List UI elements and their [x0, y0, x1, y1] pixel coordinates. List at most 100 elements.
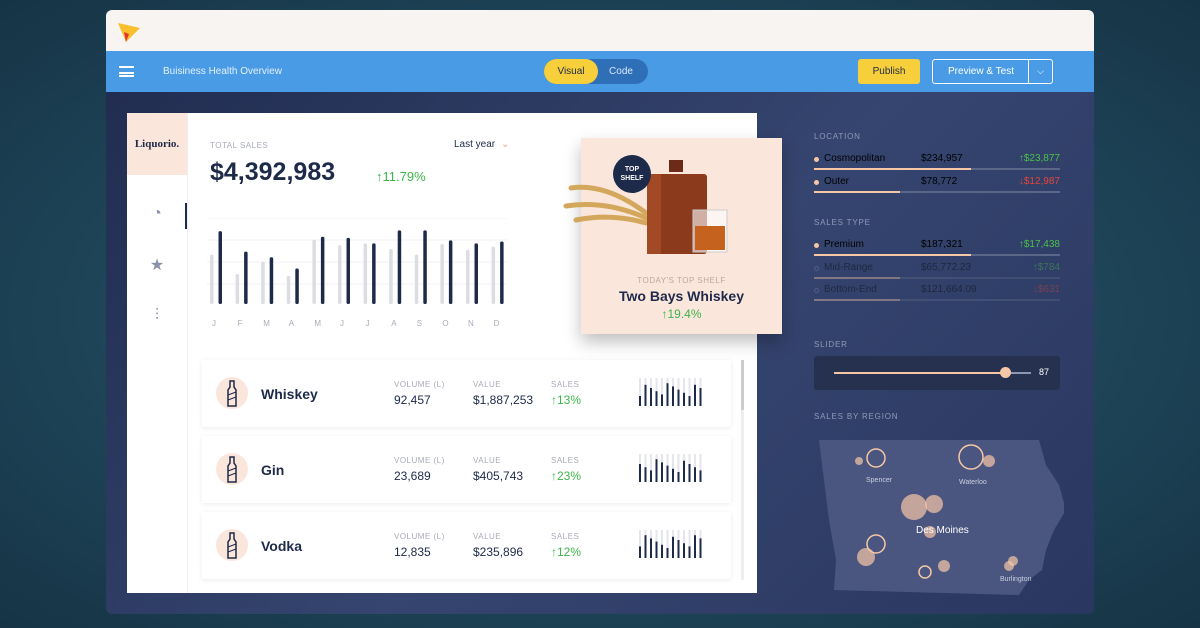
sales-change: ↑12% [551, 545, 582, 559]
scrollbar[interactable] [741, 360, 744, 580]
x-tick-label: M [263, 319, 270, 328]
sales-label: SALES [551, 456, 580, 465]
bar-current [448, 240, 453, 304]
spark-bar [639, 464, 641, 482]
region-bubble [866, 534, 886, 554]
x-tick-label: F [238, 319, 243, 328]
dashboard-card: Liquorio. ◔ ★ ⫶ TOTAL SALES $4,392,983 ↑… [127, 113, 782, 593]
slider-track[interactable] [834, 367, 1031, 378]
product-row[interactable]: Gin VOLUME (L) 23,689 VALUE $405,743 SALES… [202, 436, 731, 503]
bar-previous [491, 246, 496, 304]
sales-col: SALES ↑23% [551, 456, 581, 483]
region-bubble [857, 548, 875, 566]
product-name: Gin [261, 462, 285, 478]
spark-bar [694, 384, 696, 406]
preview-button[interactable]: Preview & Test ⌵ [932, 59, 1053, 84]
publish-button[interactable]: Publish [858, 59, 920, 84]
progress-track [814, 276, 1060, 279]
item-change: ↑$17,438 [1018, 239, 1060, 250]
bar-previous [286, 275, 291, 304]
product-row[interactable]: Vodka VOLUME (L) 12,835 VALUE $235,896 SAL… [202, 512, 731, 579]
slider[interactable]: 87 [814, 356, 1060, 390]
spark-bar [699, 470, 702, 482]
top-shelf-kicker: TODAY'S TOP SHELF [637, 276, 726, 285]
value-amount: $235,896 [473, 545, 524, 559]
spark-bar [661, 462, 663, 482]
spark-bar [655, 459, 658, 482]
progress-fill [814, 276, 901, 279]
sales_type-item[interactable]: Bottom-End $121,664.09 ↓$631 [814, 284, 1060, 306]
spark-bg [683, 378, 685, 406]
wheat-image [563, 184, 649, 226]
spark-bar [661, 394, 663, 406]
location-item[interactable]: Outer $78,772 ↓$12,987 [814, 176, 1060, 198]
value-col: VALUE $405,743 [473, 456, 523, 483]
top-shelf-card[interactable]: TOP SHELF TODAY'S TOP SHELF Two Bays Whi… [563, 138, 782, 334]
spark-bar [650, 388, 652, 406]
spark-bg [661, 530, 663, 558]
region-bubble [958, 444, 984, 470]
location-item[interactable]: Cosmopolitan $234,957 ↑$23,877 [814, 153, 1060, 175]
app-logo-icon [118, 23, 140, 42]
spark-bar [672, 468, 674, 482]
chevron-down-icon: ⌄ [501, 139, 510, 150]
view-toggle[interactable]: Code Visual [544, 59, 648, 84]
period-select[interactable]: Last year ⌄ [454, 139, 510, 150]
sales-col: SALES ↑12% [551, 532, 581, 559]
spark-bar [688, 546, 691, 558]
total-sales-value: $4,392,983 [210, 158, 336, 186]
period-value[interactable]: Last year [454, 139, 496, 150]
spark-bar [677, 389, 680, 406]
volume-label: VOLUME (L) [394, 456, 445, 465]
bar-current [372, 243, 376, 304]
bullet-icon [814, 179, 819, 185]
toolbar: Buisiness Health Overview Code Visual Pu… [106, 51, 1094, 92]
item-value: $121,664.09 [921, 284, 977, 295]
bar-previous [261, 261, 265, 304]
bar-current [474, 243, 478, 304]
value-amount: $405,743 [473, 469, 524, 483]
x-tick-label: D [494, 319, 500, 328]
spark-bar [639, 396, 641, 406]
bar-current [244, 251, 248, 304]
item-name: Mid-Range [824, 261, 873, 273]
item-value: $187,321 [921, 239, 963, 250]
item-value: $65,772.23 [921, 261, 972, 273]
bar-previous [235, 274, 240, 304]
tab-code[interactable]: Code [609, 66, 633, 77]
gauge-icon[interactable]: ◔ [152, 205, 162, 222]
menu-icon[interactable] [119, 66, 134, 77]
item-name: Outer [824, 175, 850, 187]
product-name: Whiskey [261, 386, 318, 402]
value-label: VALUE [473, 456, 502, 465]
sparkline [639, 454, 702, 482]
value-col: VALUE $235,896 [473, 532, 523, 559]
sales_type-label: SALES TYPE [814, 218, 871, 227]
spark-bar [650, 470, 652, 482]
value-label: VALUE [473, 380, 502, 389]
region-label: SALES BY REGION [814, 412, 899, 421]
sparkline [639, 378, 702, 406]
spark-bar [666, 465, 669, 482]
slider-handle[interactable] [1000, 367, 1012, 378]
region-bubble [901, 494, 927, 520]
bar-current [346, 237, 350, 304]
sliders-icon[interactable]: ⫶ [154, 307, 159, 324]
star-icon[interactable]: ★ [149, 257, 165, 274]
product-row[interactable]: Whiskey VOLUME (L) 92,457 VALUE $1,887,253… [202, 360, 731, 427]
spark-bar [688, 464, 691, 482]
bar-previous [414, 254, 419, 304]
sales_type-item[interactable]: Mid-Range $65,772.23 ↑$784 [814, 262, 1060, 284]
sales_type-item[interactable]: Premium $187,321 ↑$17,438 [814, 239, 1060, 261]
item-change: ↓$631 [1032, 284, 1060, 295]
page-title: Buisiness Health Overview [163, 66, 282, 77]
preview-label[interactable]: Preview & Test [948, 66, 1014, 77]
progress-fill [814, 190, 901, 193]
spark-bar [644, 467, 647, 482]
scrollbar-thumb[interactable] [741, 360, 744, 410]
bar-previous [440, 244, 444, 304]
sales-change: ↑11.79% [376, 169, 426, 184]
chevron-down-icon[interactable]: ⌵ [1028, 60, 1052, 83]
tab-visual[interactable]: Visual [544, 59, 598, 84]
